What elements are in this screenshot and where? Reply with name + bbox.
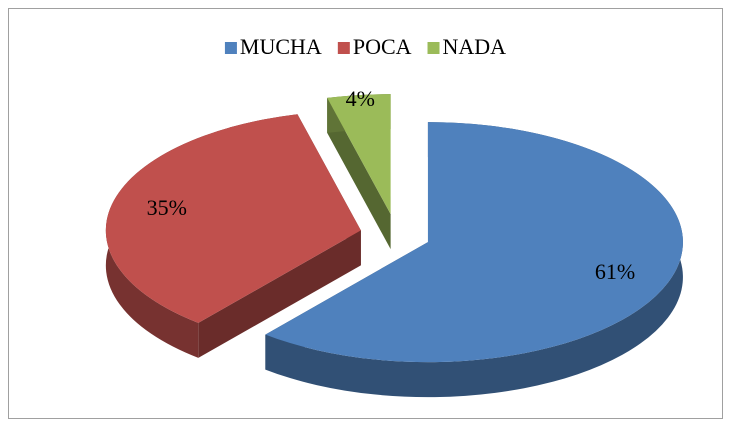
slice	[265, 122, 683, 363]
legend-swatch	[427, 42, 440, 54]
legend-label: NADA	[443, 34, 507, 59]
legend-swatch	[224, 42, 237, 54]
legend-label: MUCHA	[240, 34, 322, 59]
slice-wall	[265, 122, 683, 398]
legend-swatch	[337, 42, 350, 54]
data-label: 4%	[346, 86, 375, 111]
slice-side	[198, 230, 361, 358]
slice-side	[327, 97, 391, 250]
data-label: 35%	[147, 195, 187, 220]
legend-label: POCA	[353, 34, 412, 59]
slice	[105, 114, 361, 323]
data-label: 61%	[595, 259, 635, 284]
slice	[327, 94, 391, 215]
legend: MUCHA POCA NADA	[224, 34, 507, 59]
